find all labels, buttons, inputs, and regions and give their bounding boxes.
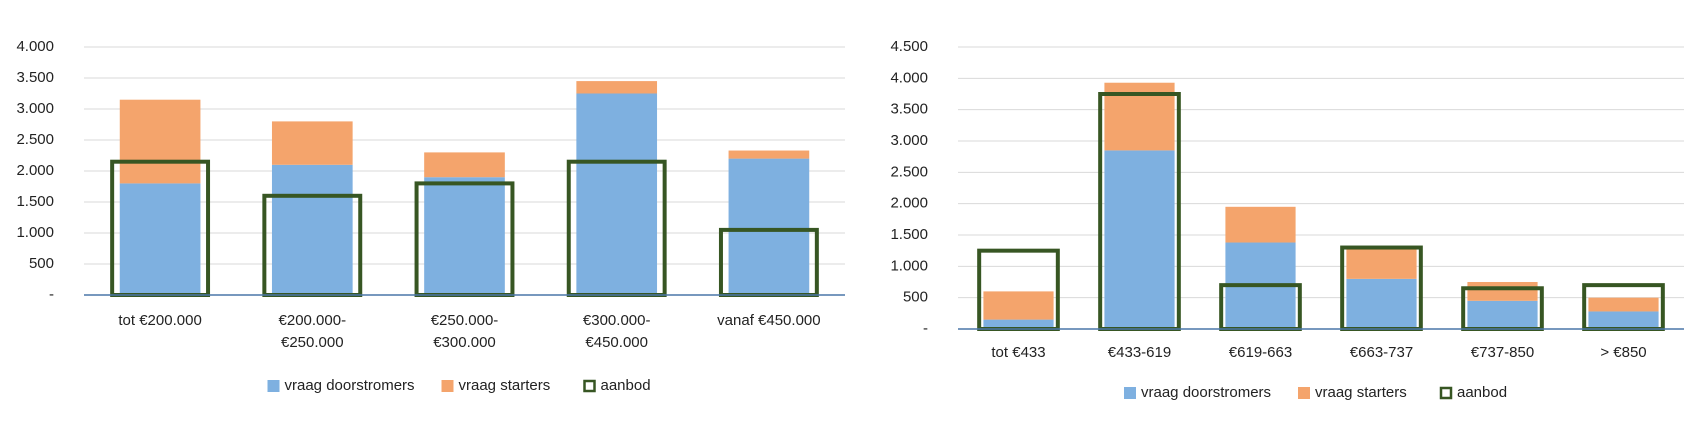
bar-segment	[1346, 278, 1417, 329]
y-tick-label: 1.500	[16, 193, 54, 210]
bar-segment	[271, 164, 353, 295]
bar-segment	[1346, 247, 1417, 279]
y-tick-label: 3.000	[16, 100, 54, 117]
x-tick-label: tot €433	[991, 344, 1045, 361]
bar-segment	[271, 121, 353, 165]
bar-segment	[424, 152, 505, 178]
y-tick-label: 3.500	[890, 101, 928, 118]
y-tick-label: 2.500	[16, 131, 54, 148]
bar-segment	[728, 150, 810, 159]
legend-label: vraag doorstromers	[285, 377, 415, 394]
legend-label: vraag doorstromers	[1141, 384, 1271, 401]
bar-segment	[1225, 206, 1296, 243]
y-tick-label: 2.000	[890, 195, 928, 212]
bar-segment	[1588, 311, 1659, 329]
legend-label: aanbod	[601, 377, 651, 394]
x-tick-label: €200.000-	[279, 312, 347, 329]
bar-segment	[576, 93, 658, 295]
x-tick-label: €250.000-	[431, 312, 499, 329]
legend-swatch	[583, 379, 596, 393]
x-tick-label: vanaf €450.000	[717, 312, 820, 329]
bar-segment	[983, 319, 1054, 329]
x-tick-label: €300.000-	[583, 312, 651, 329]
legend-swatch	[1439, 386, 1453, 400]
y-tick-label: 3.000	[890, 132, 928, 149]
y-tick-label: 2.500	[890, 163, 928, 180]
legend-swatch	[267, 380, 280, 392]
legend-label: vraag starters	[459, 377, 551, 394]
x-tick-label: €663-737	[1350, 344, 1413, 361]
y-tick-label: -	[49, 286, 54, 303]
legend-swatch	[1298, 387, 1310, 399]
y-tick-label: 1.000	[16, 224, 54, 241]
bar-segment	[1588, 297, 1659, 312]
x-tick-label: €250.000	[281, 334, 344, 351]
x-tick-label: €619-663	[1229, 344, 1292, 361]
x-tick-label: €300.000	[433, 334, 496, 351]
bar-segment	[424, 177, 505, 295]
y-tick-label: 500	[903, 289, 928, 306]
bar-segment	[1104, 150, 1175, 329]
legend-label: aanbod	[1457, 384, 1507, 401]
y-tick-label: 4.500	[890, 38, 928, 55]
bar-segment	[1467, 300, 1538, 329]
legend-label: vraag starters	[1315, 384, 1407, 401]
y-tick-label: 1.000	[890, 257, 928, 274]
legend-swatch	[1124, 387, 1136, 399]
y-tick-label: 1.500	[890, 226, 928, 243]
y-tick-label: -	[923, 320, 928, 337]
y-tick-label: 4.000	[890, 69, 928, 86]
x-tick-label: €450.000	[585, 334, 648, 351]
bar-segment	[1467, 282, 1538, 301]
bar-segment	[983, 291, 1054, 320]
y-tick-label: 500	[29, 255, 54, 272]
y-tick-label: 2.000	[16, 162, 54, 179]
x-tick-label: tot €200.000	[118, 312, 201, 329]
legend-swatch	[441, 380, 454, 392]
x-tick-label: > €850	[1600, 344, 1646, 361]
y-tick-label: 3.500	[16, 69, 54, 86]
x-tick-label: €737-850	[1471, 344, 1534, 361]
bar-segment	[119, 183, 201, 295]
x-tick-label: €433-619	[1108, 344, 1171, 361]
bar-segment	[119, 99, 201, 184]
bar-segment	[576, 81, 658, 94]
bar-segment	[728, 158, 810, 295]
y-tick-label: 4.000	[16, 38, 54, 55]
